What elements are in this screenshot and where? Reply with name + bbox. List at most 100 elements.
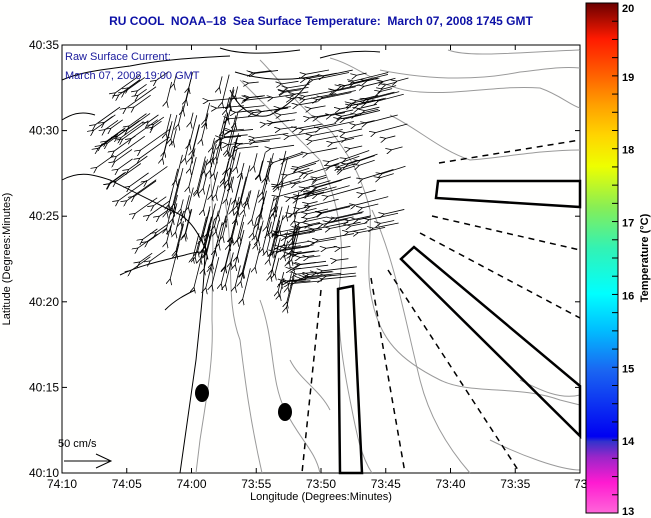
- current-vector: [273, 151, 303, 162]
- chart-title: RU COOL NOAA–18 Sea Surface Temperature:…: [109, 14, 533, 28]
- current-vector: [130, 256, 151, 271]
- current-vector: [170, 203, 178, 230]
- current-vector: [366, 77, 380, 81]
- current-vector: [238, 176, 247, 212]
- colorbar-tick-label: 13: [622, 506, 634, 518]
- x-tick-label: 73:35: [500, 477, 530, 491]
- current-vector: [96, 155, 114, 168]
- current-vector: [153, 116, 165, 125]
- current-vector: [303, 169, 313, 173]
- current-vector: [365, 91, 395, 99]
- current-vector: [189, 157, 197, 188]
- current-vector: [240, 221, 245, 238]
- current-vector: [242, 268, 251, 300]
- current-vector: [174, 73, 177, 84]
- current-vector: [338, 160, 357, 167]
- current-vector: [221, 264, 227, 285]
- current-vector: [210, 156, 214, 171]
- current-vector: [278, 240, 309, 246]
- scale-label: 50 cm/s: [58, 438, 97, 450]
- current-vector: [382, 77, 396, 81]
- current-vector: [311, 135, 339, 141]
- current-vectors: [93, 69, 409, 308]
- current-vector: [277, 187, 311, 197]
- current-vector: [115, 74, 141, 93]
- coast-line: [61, 112, 96, 121]
- current-vector: [325, 247, 337, 249]
- beam-dashed: [301, 289, 322, 474]
- current-vector: [322, 218, 348, 224]
- beam-dashed: [419, 232, 581, 319]
- current-vector: [125, 86, 157, 109]
- current-vector: [219, 76, 223, 88]
- current-vector: [287, 270, 296, 303]
- current-vector: [204, 159, 208, 172]
- current-vector: [311, 129, 343, 136]
- current-vector: [117, 158, 133, 170]
- current-vector: [359, 155, 375, 161]
- current-vector: [238, 146, 259, 148]
- current-vector: [205, 225, 211, 247]
- current-vector: [279, 107, 291, 109]
- current-vector: [327, 186, 363, 197]
- contour-line: [329, 57, 581, 109]
- current-vector: [310, 105, 326, 109]
- current-vector: [377, 93, 404, 101]
- current-vector: [322, 90, 356, 97]
- current-vector: [322, 266, 357, 271]
- current-vector: [294, 210, 298, 222]
- current-vector: [93, 114, 116, 131]
- current-vector: [275, 179, 284, 212]
- current-vector: [277, 150, 287, 185]
- current-vector: [340, 79, 371, 87]
- current-vector: [128, 113, 147, 127]
- current-vector: [249, 96, 265, 98]
- current-vector: [281, 80, 299, 84]
- overlay-line-2: March 07, 2008 19:00 GMT: [65, 70, 200, 82]
- current-vector: [189, 115, 198, 145]
- current-vector: [380, 220, 395, 223]
- current-vector: [235, 86, 239, 96]
- current-vector: [259, 160, 264, 176]
- current-vector: [241, 162, 245, 174]
- current-vector: [341, 113, 354, 117]
- contour-line: [371, 209, 471, 474]
- current-vector: [228, 168, 232, 180]
- current-vector: [385, 135, 396, 139]
- current-vector: [305, 69, 330, 74]
- current-vector: [309, 222, 320, 224]
- current-vector: [272, 93, 296, 97]
- current-vector: [231, 176, 235, 187]
- current-vector: [304, 180, 331, 189]
- current-vector: [328, 158, 339, 161]
- current-vector: [355, 196, 389, 206]
- y-tick-label: 40:30: [29, 124, 59, 138]
- current-vector: [235, 265, 241, 288]
- current-vector: [205, 102, 211, 121]
- current-vector: [334, 84, 361, 91]
- current-vector: [309, 198, 339, 206]
- current-vector: [368, 91, 400, 100]
- x-tick-label: 73:40: [435, 477, 465, 491]
- current-vector: [171, 114, 178, 140]
- current-vector: [391, 146, 403, 150]
- coast-line: [319, 50, 381, 59]
- beam-outline: [434, 179, 582, 209]
- x-tick-label: 73:50: [306, 477, 336, 491]
- current-vector: [194, 253, 203, 288]
- contour-line: [289, 359, 331, 411]
- current-vector: [308, 201, 318, 204]
- current-vector: [153, 196, 167, 207]
- current-vector: [206, 218, 215, 254]
- current-vector: [256, 207, 264, 237]
- current-vector: [358, 159, 375, 165]
- current-vector: [186, 208, 193, 234]
- current-vector: [323, 69, 353, 76]
- current-vector: [275, 257, 280, 275]
- current-vector: [316, 174, 327, 178]
- current-vector: [341, 165, 356, 170]
- current-vector: [110, 119, 123, 129]
- current-vector: [288, 252, 302, 254]
- x-tick-label: 73:45: [371, 477, 401, 491]
- coast-line: [61, 55, 231, 81]
